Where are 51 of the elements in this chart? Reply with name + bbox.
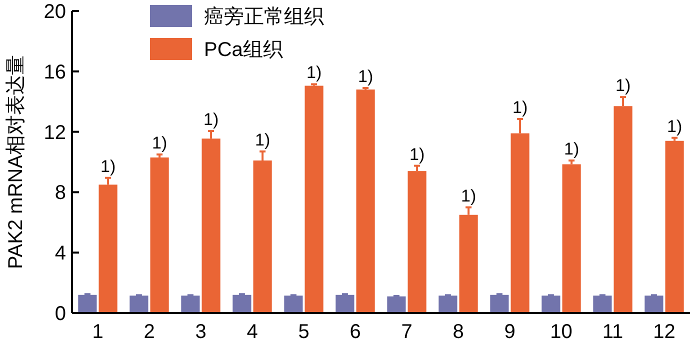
y-tick-label: 12 bbox=[44, 122, 66, 144]
bar bbox=[150, 157, 169, 313]
bar bbox=[408, 171, 426, 313]
bar bbox=[438, 296, 458, 313]
legend-label: PCa组织 bbox=[204, 39, 283, 61]
x-tick-label: 10 bbox=[550, 321, 572, 343]
annotation: 1) bbox=[203, 110, 219, 130]
x-tick-label: 1 bbox=[92, 321, 104, 343]
x-tick-label: 11 bbox=[602, 321, 624, 343]
bar bbox=[387, 296, 406, 313]
annotation: 1) bbox=[409, 144, 425, 164]
x-tick-label: 9 bbox=[504, 321, 516, 343]
bar bbox=[562, 164, 581, 313]
bar bbox=[78, 294, 97, 313]
x-tick-label: 6 bbox=[350, 321, 361, 343]
x-tick-label: 2 bbox=[144, 321, 155, 343]
bar bbox=[665, 140, 684, 313]
annotation: 1) bbox=[254, 130, 270, 150]
bar bbox=[356, 90, 375, 313]
y-tick-label: 0 bbox=[54, 303, 66, 325]
annotation: 1) bbox=[564, 139, 580, 158]
annotation: 1) bbox=[152, 133, 168, 152]
bar bbox=[304, 86, 324, 313]
x-tick-label: 7 bbox=[401, 321, 412, 343]
legend-label: 癌旁正常组织 bbox=[204, 6, 324, 28]
bar bbox=[336, 294, 354, 313]
bar bbox=[181, 296, 200, 313]
bar bbox=[542, 296, 560, 313]
y-tick-label: 4 bbox=[54, 242, 66, 265]
x-tick-label: 3 bbox=[195, 321, 206, 343]
annotation: 1) bbox=[460, 186, 476, 206]
annotation: 1) bbox=[358, 67, 374, 86]
annotation: 1) bbox=[666, 116, 682, 136]
bar bbox=[490, 294, 509, 313]
annotation: 1) bbox=[512, 98, 528, 117]
annotation: 1) bbox=[615, 76, 631, 96]
annotation: 1) bbox=[100, 156, 116, 176]
annotation: 1) bbox=[306, 63, 322, 82]
x-tick-label: 4 bbox=[246, 321, 258, 343]
bar bbox=[284, 296, 303, 313]
y-tick-label: 20 bbox=[44, 1, 66, 23]
bar bbox=[232, 294, 252, 313]
y-tick-label: 16 bbox=[44, 61, 66, 84]
x-tick-label: 12 bbox=[653, 321, 676, 343]
x-tick-label: 5 bbox=[298, 321, 310, 343]
y-axis-title: PAK2 mRNA相对表达量 bbox=[5, 54, 27, 270]
y-tick-label: 8 bbox=[54, 182, 66, 204]
bar bbox=[593, 296, 612, 313]
bar bbox=[644, 296, 664, 313]
bar bbox=[130, 296, 148, 313]
x-tick-label: 8 bbox=[452, 321, 464, 343]
